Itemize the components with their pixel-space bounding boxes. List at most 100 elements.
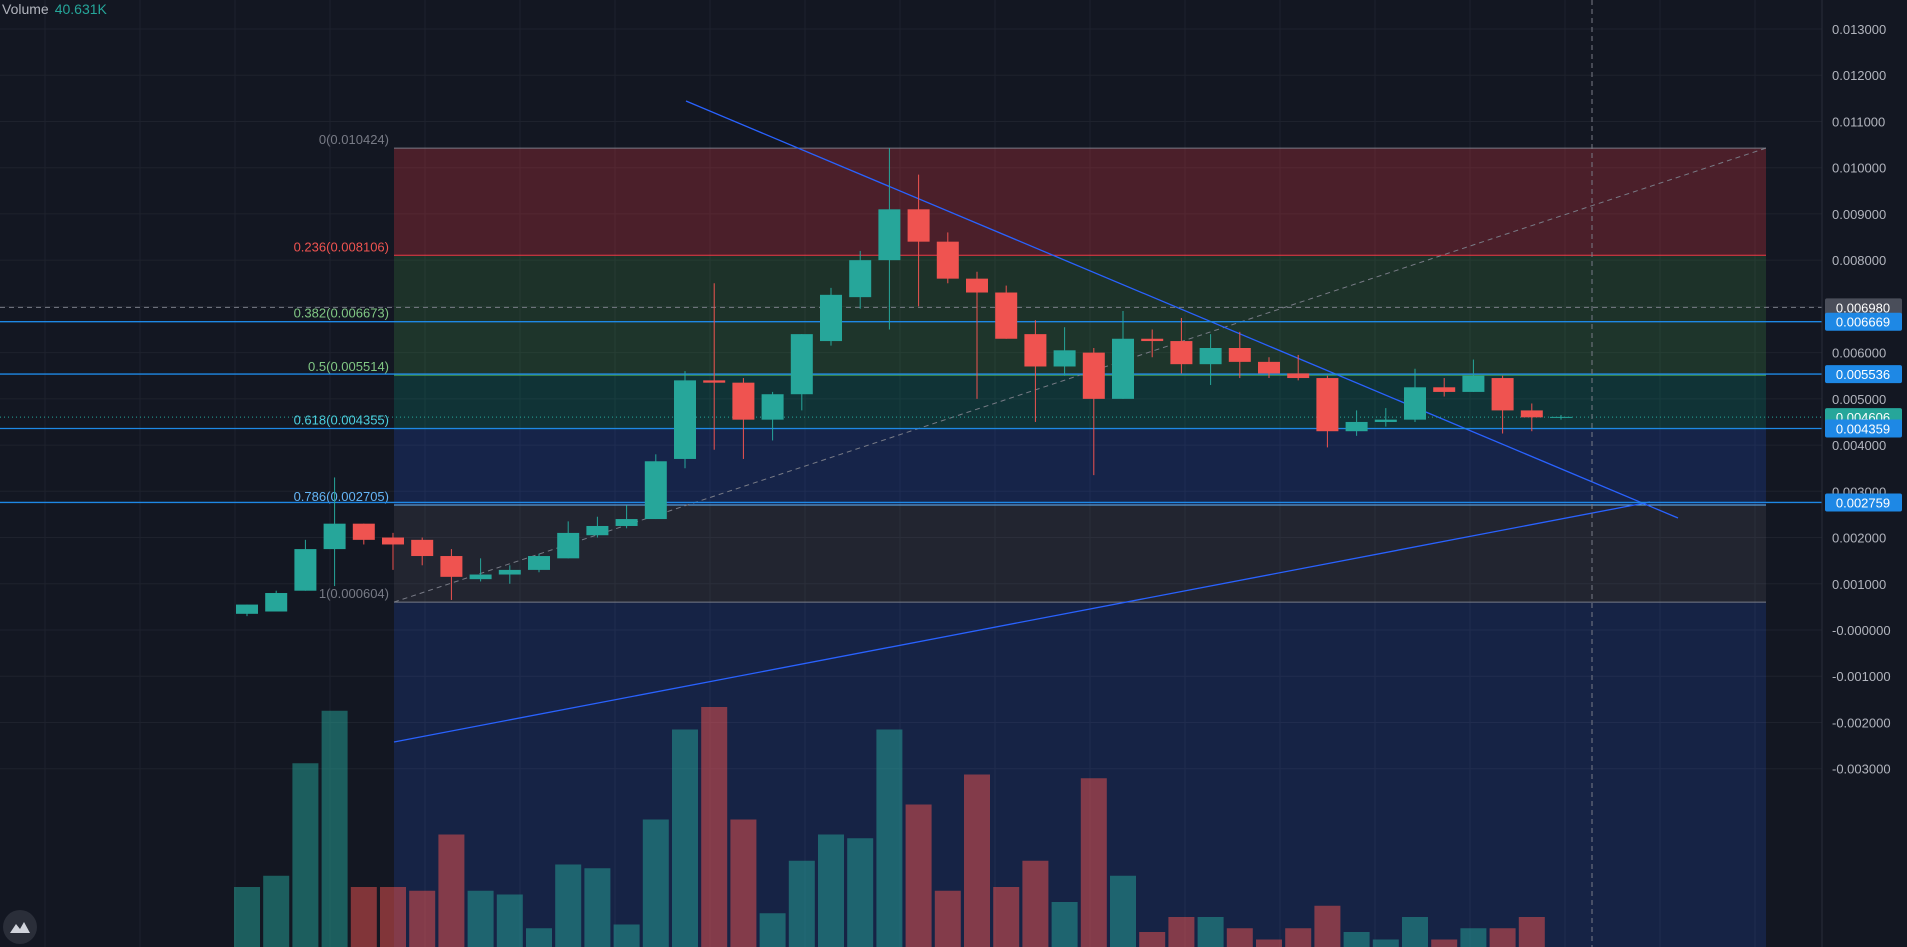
candle-body <box>1520 410 1543 418</box>
volume-label: Volume <box>2 1 49 17</box>
volume-bar <box>993 887 1020 947</box>
volume-bar <box>409 890 436 947</box>
volume-bar <box>642 819 669 947</box>
price-tag-label: 0.006669 <box>1836 315 1890 330</box>
candle-body <box>1112 338 1134 399</box>
price-tick-label: -0.002000 <box>1832 715 1891 730</box>
fib-level-label: 0.236(0.008106) <box>294 239 389 254</box>
price-axis[interactable]: 0.013000 0.012000 0.011000 0.010000 0.009000… <box>1821 0 1907 947</box>
trendlines[interactable] <box>0 0 1822 947</box>
candle-body <box>352 523 375 540</box>
price-tick-label: 0.002000 <box>1832 531 1886 546</box>
price-tick-label: 0.011000 <box>1832 114 1885 129</box>
price-tick-label: 0.006000 <box>1832 346 1886 361</box>
volume-bar <box>1285 928 1312 947</box>
price-tag-label: 0.004359 <box>1836 421 1890 436</box>
volume-bar <box>1051 902 1078 947</box>
candle-body <box>615 519 638 526</box>
fib-level-label: 1(0.000604) <box>319 586 389 601</box>
tradingview-logo[interactable] <box>3 910 37 944</box>
candle-body <box>1345 421 1368 432</box>
candle-body <box>1141 338 1164 342</box>
volume-bar <box>234 887 260 947</box>
price-tag <box>1825 298 1902 317</box>
candle-body <box>1316 378 1339 432</box>
volume-bar <box>1431 939 1458 947</box>
candle-body <box>644 461 667 520</box>
fibonacci-retracement[interactable]: 0(0.010424) 0.236(0.008106) 0.382(0.006673… <box>294 132 1767 947</box>
volume-bar <box>1168 917 1195 947</box>
candle-body <box>1258 361 1280 374</box>
candle-body <box>936 241 959 279</box>
volume-bar <box>730 819 757 947</box>
candle-body <box>878 209 901 261</box>
fib-level-label: 0.786(0.002705) <box>294 489 389 504</box>
price-tag-label: 0.006980 <box>1836 300 1890 315</box>
fib-band <box>394 428 1766 505</box>
fib-level-label: 0.382(0.006673) <box>294 306 389 321</box>
candle-body <box>907 209 930 242</box>
ascending-trendline <box>393 501 1651 743</box>
volume-bar <box>818 834 844 947</box>
fib-band <box>394 321 1766 376</box>
volume-bar <box>847 838 874 947</box>
candle-body <box>382 537 404 545</box>
volume-bar <box>876 729 903 947</box>
volume-bar <box>1110 875 1136 947</box>
candle-body <box>469 574 492 580</box>
volume-bar <box>496 894 523 947</box>
volume-bar <box>1343 932 1370 947</box>
candle-body <box>498 569 521 575</box>
price-tick-label: 0.010000 <box>1832 161 1886 176</box>
candle-body <box>1199 347 1222 365</box>
price-tick-label: 0.004000 <box>1832 438 1886 453</box>
volume-bar <box>1402 917 1428 947</box>
volume-bar <box>1489 928 1516 947</box>
candle-body <box>1228 347 1251 362</box>
candle-body <box>995 292 1018 339</box>
fib-band <box>394 255 1766 322</box>
fib-level-label: 0.5(0.005514) <box>308 359 389 374</box>
volume-bar <box>701 707 728 947</box>
candle-body <box>1024 334 1047 367</box>
fib-band <box>394 375 1766 429</box>
candle-body <box>674 380 696 459</box>
price-tag <box>1825 419 1902 438</box>
candle-body <box>1433 387 1456 392</box>
volume-bar <box>1314 905 1341 947</box>
price-tick-label: 0.013000 <box>1832 22 1886 37</box>
volume-bar <box>964 774 990 947</box>
fib-band-extension <box>394 602 1766 947</box>
volume-bar <box>1022 860 1049 947</box>
volume-bar <box>292 763 319 947</box>
price-tick-label: 0.001000 <box>1832 577 1886 592</box>
candle-body <box>732 382 755 420</box>
volume-bar <box>1460 928 1487 947</box>
candle-body <box>1550 416 1572 418</box>
volume-bar <box>788 860 815 947</box>
candle-body <box>1374 419 1397 422</box>
candle-body <box>1404 387 1426 420</box>
volume-bar <box>1372 939 1399 947</box>
volume-bar <box>1518 917 1545 947</box>
volume-bar <box>321 710 348 947</box>
volume-bar <box>555 864 582 947</box>
volume-bar <box>263 875 290 947</box>
candle-body <box>703 380 726 383</box>
volume-bar <box>759 913 786 947</box>
volume-bar <box>1256 939 1282 947</box>
candle-body <box>849 260 872 298</box>
candle-body <box>1462 375 1485 392</box>
volume-bar <box>526 928 552 947</box>
descending-trendline <box>685 100 1679 519</box>
volume-bar <box>438 834 465 947</box>
candle-body <box>411 539 434 557</box>
volume-bars <box>234 707 1545 947</box>
fib-level-label: 0.618(0.004355) <box>294 413 389 428</box>
volume-bar <box>1226 928 1253 947</box>
candle-body <box>966 278 988 293</box>
price-tag <box>1825 493 1902 512</box>
volume-bar <box>672 729 698 947</box>
candle-body <box>1082 352 1105 399</box>
